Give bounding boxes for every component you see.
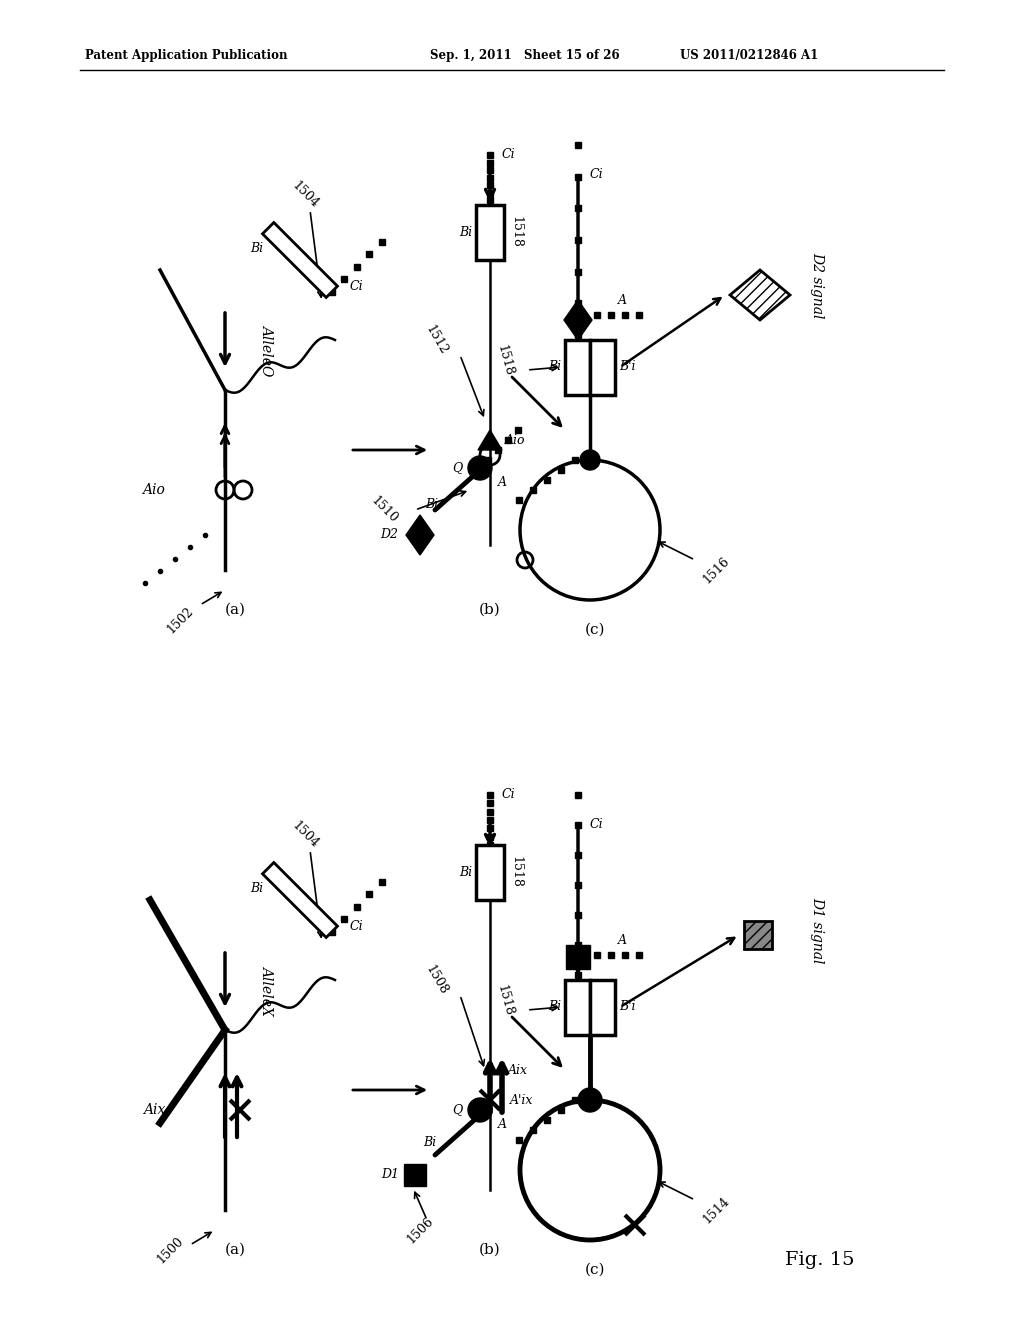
Polygon shape xyxy=(262,862,338,937)
Text: 1514: 1514 xyxy=(700,1195,732,1226)
Text: 1518: 1518 xyxy=(509,857,522,888)
Text: 1518: 1518 xyxy=(509,216,522,248)
Text: (b): (b) xyxy=(479,603,501,616)
Bar xyxy=(404,1164,426,1185)
Polygon shape xyxy=(406,515,434,554)
Circle shape xyxy=(468,1098,492,1122)
Text: Bi: Bi xyxy=(423,1137,436,1150)
Bar xyxy=(744,921,772,949)
Text: B'i: B'i xyxy=(618,360,636,374)
Text: Aio: Aio xyxy=(505,433,525,446)
Bar xyxy=(590,979,615,1035)
Text: Ci: Ci xyxy=(350,280,364,293)
Bar xyxy=(590,341,615,395)
Text: Bi: Bi xyxy=(459,226,472,239)
Text: Ci: Ci xyxy=(590,169,603,181)
Text: 1518: 1518 xyxy=(495,983,515,1018)
Text: Ci: Ci xyxy=(502,788,516,801)
Text: 1516: 1516 xyxy=(700,554,732,586)
Text: Q: Q xyxy=(452,462,462,474)
Text: 1504: 1504 xyxy=(289,820,321,851)
Text: A: A xyxy=(618,293,627,306)
Text: Bi: Bi xyxy=(250,882,263,895)
Text: 1510: 1510 xyxy=(369,494,400,525)
Text: A'ix: A'ix xyxy=(510,1093,534,1106)
Polygon shape xyxy=(730,271,790,319)
Text: D2: D2 xyxy=(380,528,398,541)
Text: Bi: Bi xyxy=(548,360,561,374)
Text: A: A xyxy=(498,1118,507,1131)
Text: Aix: Aix xyxy=(142,1104,165,1117)
Text: Fig. 15: Fig. 15 xyxy=(785,1251,855,1269)
Bar xyxy=(565,341,590,395)
Polygon shape xyxy=(564,300,592,341)
Text: 1512: 1512 xyxy=(423,323,450,356)
Text: (b): (b) xyxy=(479,1243,501,1257)
Text: Bi: Bi xyxy=(548,1001,561,1014)
Bar xyxy=(476,845,504,900)
Text: 1500: 1500 xyxy=(155,1234,186,1266)
Text: Patent Application Publication: Patent Application Publication xyxy=(85,49,288,62)
Text: Aix: Aix xyxy=(508,1064,528,1077)
Text: D1: D1 xyxy=(381,1168,399,1181)
Text: (c): (c) xyxy=(585,623,605,638)
Circle shape xyxy=(578,1088,602,1111)
Text: A: A xyxy=(498,477,507,490)
Text: Q: Q xyxy=(452,1104,462,1117)
Text: 1506: 1506 xyxy=(404,1214,436,1246)
Text: US 2011/0212846 A1: US 2011/0212846 A1 xyxy=(680,49,818,62)
Bar xyxy=(565,979,590,1035)
Text: (c): (c) xyxy=(585,1263,605,1276)
Text: D1 signal: D1 signal xyxy=(810,896,824,964)
Text: A: A xyxy=(618,933,627,946)
Text: AlleleO: AlleleO xyxy=(260,325,274,376)
Text: 1502: 1502 xyxy=(164,605,196,636)
Text: Aio: Aio xyxy=(142,483,165,498)
Text: Bi: Bi xyxy=(459,866,472,879)
Polygon shape xyxy=(262,223,338,297)
Text: 1504: 1504 xyxy=(289,180,321,211)
Text: D2 signal: D2 signal xyxy=(810,252,824,318)
Bar xyxy=(566,945,590,969)
Text: (a): (a) xyxy=(224,1243,246,1257)
Text: Ci: Ci xyxy=(590,818,603,832)
Text: 1518: 1518 xyxy=(495,343,515,378)
Text: 1508: 1508 xyxy=(423,964,450,997)
Text: AlleleX: AlleleX xyxy=(260,965,274,1015)
Circle shape xyxy=(468,455,492,480)
Text: Ci: Ci xyxy=(350,920,364,933)
Text: Sep. 1, 2011   Sheet 15 of 26: Sep. 1, 2011 Sheet 15 of 26 xyxy=(430,49,620,62)
Text: Ci: Ci xyxy=(502,149,516,161)
Text: B'i: B'i xyxy=(618,1001,636,1014)
Polygon shape xyxy=(478,430,502,450)
Bar xyxy=(476,205,504,260)
Text: (a): (a) xyxy=(224,603,246,616)
Text: Bi: Bi xyxy=(425,499,438,511)
Text: Bi: Bi xyxy=(250,242,263,255)
Circle shape xyxy=(580,450,600,470)
